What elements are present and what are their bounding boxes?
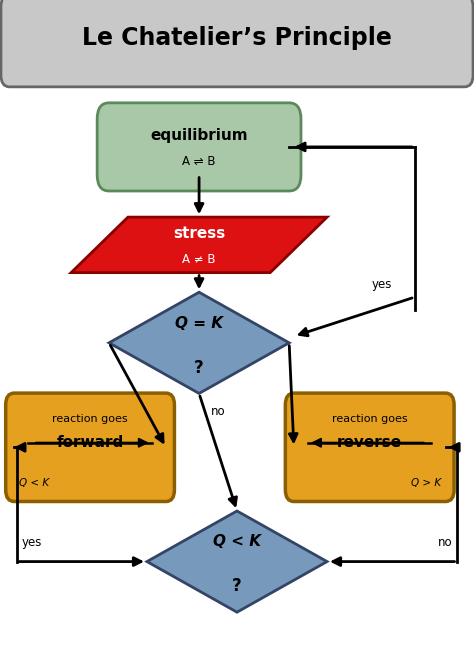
FancyBboxPatch shape (285, 393, 454, 502)
Text: A ⇌ B: A ⇌ B (182, 155, 216, 168)
Polygon shape (109, 293, 289, 393)
Text: Q = K: Q = K (175, 316, 223, 330)
Text: no: no (438, 535, 453, 549)
Text: Le Chatelier’s Principle: Le Chatelier’s Principle (82, 25, 392, 50)
Polygon shape (71, 217, 327, 273)
Text: forward: forward (56, 436, 124, 450)
Polygon shape (147, 511, 327, 613)
Text: ?: ? (232, 577, 242, 596)
FancyBboxPatch shape (6, 393, 174, 502)
FancyBboxPatch shape (1, 0, 473, 87)
Text: stress: stress (173, 226, 225, 240)
Text: reaction goes: reaction goes (52, 414, 128, 424)
Text: no: no (211, 405, 226, 418)
Text: Q > K: Q > K (410, 478, 441, 488)
Text: reaction goes: reaction goes (332, 414, 408, 424)
Text: reverse: reverse (337, 436, 402, 450)
Text: equilibrium: equilibrium (150, 128, 248, 142)
Text: Q < K: Q < K (213, 535, 261, 549)
Text: yes: yes (372, 278, 392, 291)
FancyBboxPatch shape (97, 103, 301, 191)
Text: A ≠ B: A ≠ B (182, 253, 216, 266)
Text: ?: ? (194, 358, 204, 377)
Text: Q < K: Q < K (19, 478, 49, 488)
Text: yes: yes (21, 535, 42, 549)
